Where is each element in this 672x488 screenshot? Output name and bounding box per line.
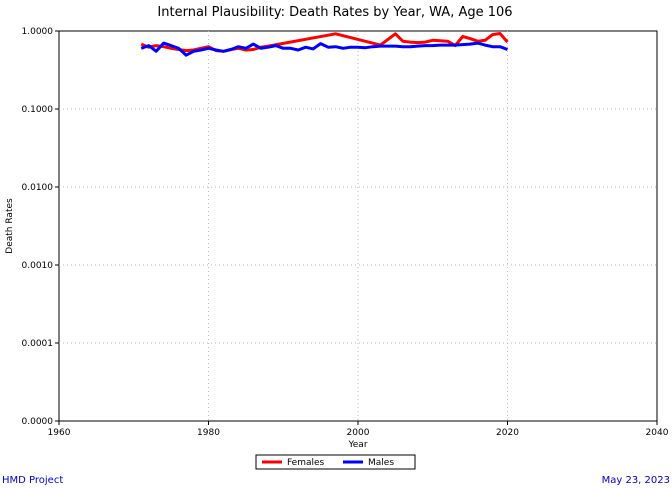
- x-tick-label: 2000: [347, 428, 370, 438]
- y-axis-ticks: 0.0000 0.0001 0.0010 0.0100 0.1000 1.0000: [22, 27, 59, 427]
- grid-lines: [59, 31, 657, 421]
- series-line-females: [140, 32, 509, 53]
- footer-source: HMD Project: [2, 475, 64, 486]
- x-axis-ticks: 1960 1980 2000 2020 2040: [48, 421, 669, 438]
- x-tick-label: 1980: [197, 428, 220, 438]
- y-tick-label: 0.0001: [22, 339, 54, 349]
- series-lines: [140, 32, 509, 57]
- y-tick-label: 0.0010: [22, 261, 54, 271]
- x-tick-label: 1960: [48, 428, 71, 438]
- y-axis-label: Death Rates: [5, 198, 15, 254]
- series-line-males: [140, 41, 509, 57]
- y-tick-label: 0.1000: [22, 105, 54, 115]
- legend-label-females: Females: [287, 458, 325, 468]
- y-tick-label: 0.0100: [22, 183, 54, 193]
- footer-date: May 23, 2023: [601, 475, 670, 486]
- plot-frame: [58, 30, 658, 422]
- y-tick-label: 0.0000: [22, 417, 54, 427]
- legend: Females Males: [255, 454, 416, 470]
- x-tick-label: 2040: [646, 428, 669, 438]
- legend-label-males: Males: [368, 458, 394, 468]
- x-axis-label: Year: [347, 440, 367, 450]
- y-tick-label: 1.0000: [22, 27, 54, 37]
- x-tick-label: 2020: [496, 428, 519, 438]
- legend-box: [255, 454, 416, 470]
- chart-title: Internal Plausibility: Death Rates by Ye…: [157, 5, 512, 20]
